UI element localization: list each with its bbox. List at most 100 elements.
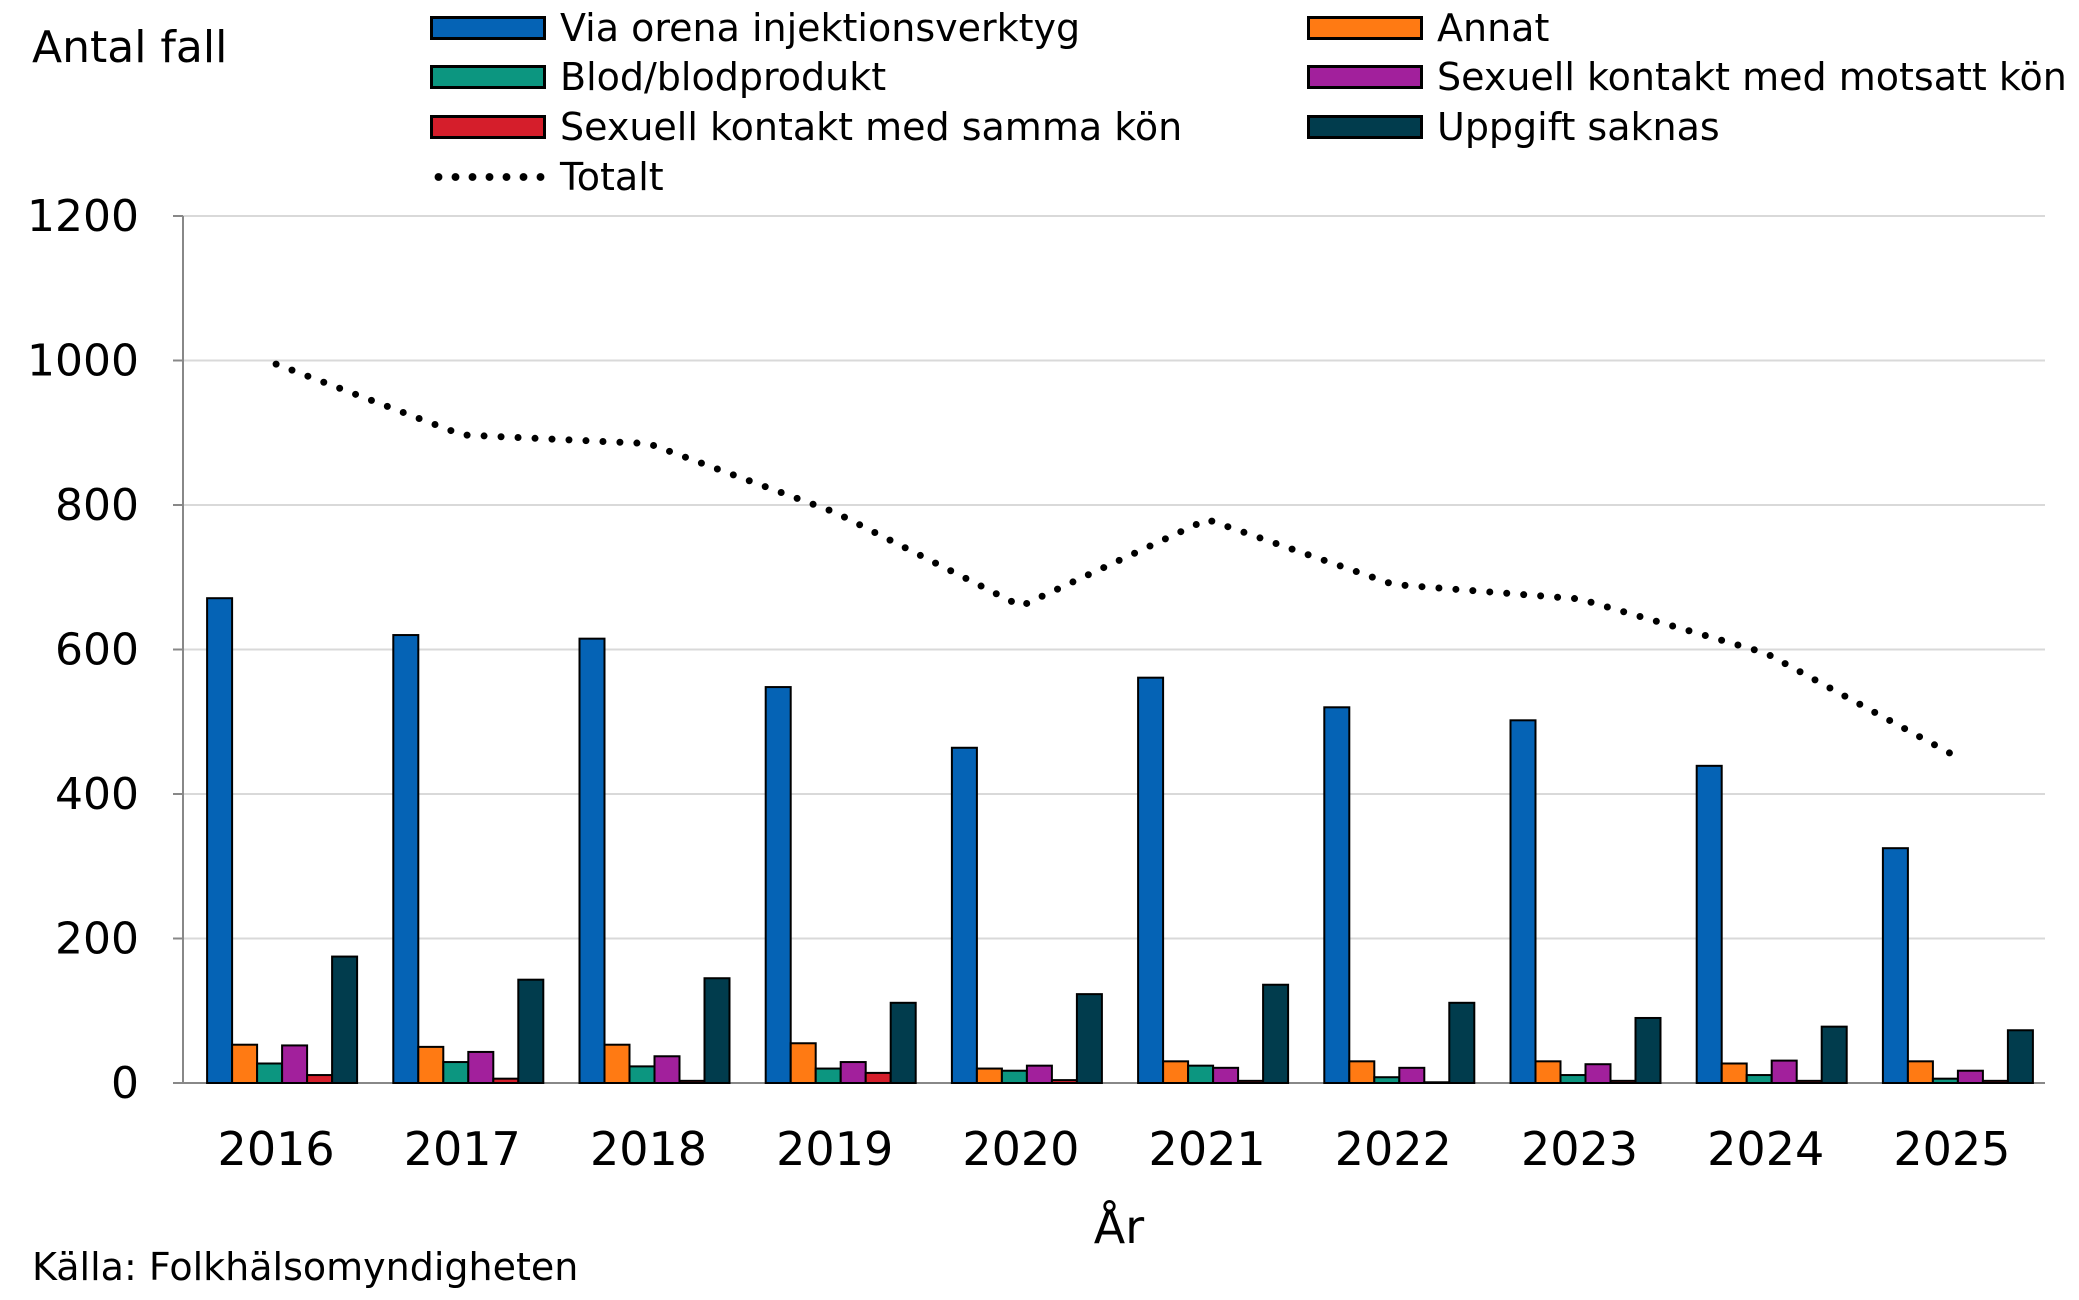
bar: [1075, 993, 1103, 1085]
bar: [1050, 1079, 1078, 1084]
bar: [392, 634, 420, 1084]
bar: [1509, 719, 1537, 1084]
bar: [1534, 1060, 1562, 1084]
source-note: Källa: Folkhälsomyndigheten: [32, 1245, 579, 1289]
bar: [1695, 764, 1723, 1084]
bar: [1770, 1059, 1798, 1085]
bar: [2006, 1029, 2034, 1084]
bar: [975, 1067, 1003, 1085]
legend-label: Annat: [1437, 6, 1550, 50]
bar: [1981, 1079, 2009, 1085]
bar: [839, 1061, 867, 1084]
bar: [492, 1077, 520, 1085]
x-tick-label: 2023: [1521, 1122, 1638, 1176]
legend-label: Sexuell kontakt med motsatt kön: [1437, 55, 2067, 99]
bar: [603, 1043, 631, 1085]
legend-swatch: [1307, 16, 1423, 40]
bar: [889, 1001, 917, 1084]
bar: [1000, 1069, 1028, 1085]
bar: [1820, 1025, 1848, 1085]
bar: [1348, 1060, 1376, 1084]
total-line: [272, 360, 1956, 758]
legend-swatch: [1307, 115, 1423, 139]
bar: [1373, 1076, 1401, 1084]
legend-item-motsatt: Sexuell kontakt med motsatt kön: [1307, 55, 2067, 99]
legend-item-injektion: Via orena injektionsverktyg: [430, 6, 1080, 50]
legend-item-blod: Blod/blodprodukt: [430, 55, 886, 99]
bar: [1795, 1079, 1823, 1085]
legend-swatch: [430, 115, 546, 139]
bar: [653, 1055, 681, 1084]
bar: [231, 1043, 259, 1085]
x-tick-label: 2016: [218, 1122, 335, 1176]
bar: [1262, 983, 1290, 1084]
bar: [1906, 1060, 1934, 1084]
bar: [1187, 1064, 1215, 1085]
bar: [1609, 1079, 1637, 1085]
bar: [306, 1074, 334, 1084]
y-tick-label: 0: [111, 1058, 139, 1109]
x-tick-label: 2024: [1707, 1122, 1824, 1176]
legend-dotted-line: [430, 173, 546, 181]
bar: [1448, 1001, 1476, 1084]
legend-swatch: [1307, 65, 1423, 89]
bar: [517, 978, 545, 1084]
bar: [1745, 1074, 1773, 1084]
x-tick-label: 2018: [590, 1122, 707, 1176]
y-tick-label: 600: [55, 625, 139, 676]
legend-label: Sexuell kontakt med samma kön: [560, 105, 1183, 149]
bar: [467, 1050, 495, 1084]
legend-label: Via orena injektionsverktyg: [560, 6, 1081, 50]
bar: [281, 1044, 309, 1085]
bar: [864, 1071, 892, 1085]
legend-item-totalt: Totalt: [430, 155, 664, 199]
bar: [1559, 1074, 1587, 1084]
bar: [678, 1079, 706, 1085]
bar: [628, 1065, 656, 1084]
bar: [1634, 1016, 1662, 1084]
legend-swatch: [430, 65, 546, 89]
y-axis-title: Antal fall: [32, 22, 228, 73]
bar: [442, 1061, 470, 1084]
legend-item-saknas: Uppgift saknas: [1307, 105, 1720, 149]
bar: [1237, 1079, 1265, 1085]
x-tick-label: 2022: [1335, 1122, 1452, 1176]
legend-item-annat: Annat: [1307, 6, 1549, 50]
legend-label: Blod/blodprodukt: [560, 55, 887, 99]
bar: [1137, 676, 1165, 1084]
bar: [764, 686, 792, 1084]
bar: [1956, 1069, 1984, 1085]
x-tick-label: 2019: [776, 1122, 893, 1176]
x-tick-label: 2020: [962, 1122, 1079, 1176]
bar: [1323, 706, 1351, 1084]
legend-item-samma: Sexuell kontakt med samma kön: [430, 105, 1182, 149]
bar: [578, 637, 606, 1084]
y-tick-label: 200: [55, 914, 139, 965]
legend-label: Totalt: [560, 155, 664, 199]
legend-label: Uppgift saknas: [1437, 105, 1720, 149]
x-tick-label: 2025: [1893, 1122, 2010, 1176]
y-tick-label: 1000: [27, 336, 139, 387]
x-tick-label: 2017: [404, 1122, 521, 1176]
x-tick-label: 2021: [1149, 1122, 1266, 1176]
bar: [789, 1042, 817, 1084]
bar: [206, 597, 234, 1084]
bar: [1720, 1062, 1748, 1085]
bar: [1025, 1064, 1053, 1085]
legend-swatch: [430, 16, 546, 40]
y-tick-label: 400: [55, 769, 139, 820]
bar: [417, 1045, 445, 1084]
bar: [1881, 847, 1909, 1084]
bar: [950, 746, 978, 1084]
bar: [814, 1067, 842, 1085]
bar: [1423, 1081, 1451, 1084]
bar: [1398, 1066, 1426, 1085]
y-tick-label: 800: [55, 480, 139, 531]
bar: [331, 955, 359, 1084]
bar: [256, 1062, 284, 1085]
bar: [1212, 1066, 1240, 1085]
bar: [703, 977, 731, 1084]
y-tick-label: 1200: [27, 191, 139, 242]
x-axis-title: År: [1094, 1200, 1144, 1254]
